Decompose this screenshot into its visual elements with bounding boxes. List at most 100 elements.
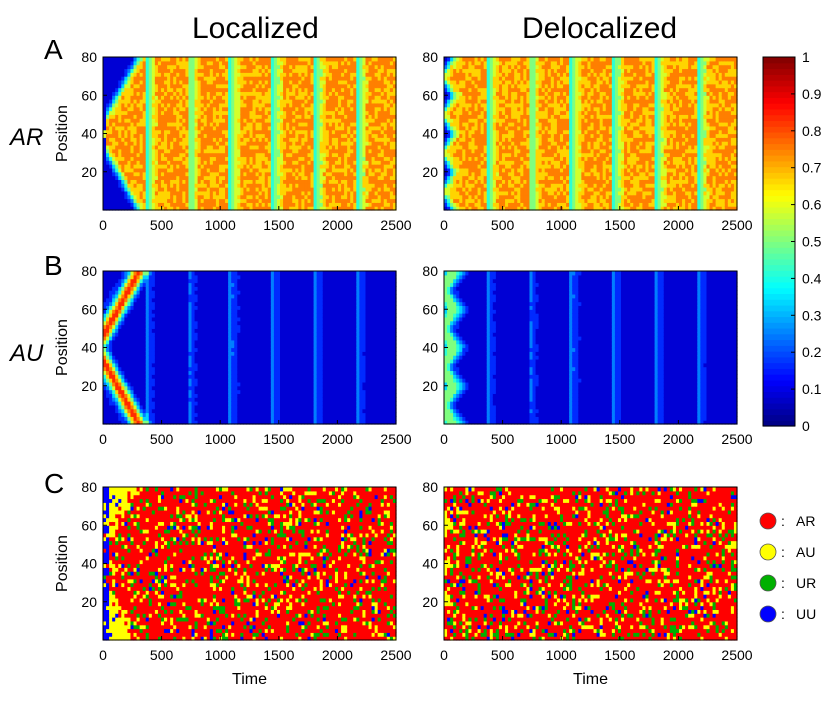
heatmap-cell — [121, 72, 125, 77]
heatmap-cell — [109, 183, 113, 188]
heatmap-cell — [118, 141, 122, 146]
heatmap-cell — [115, 129, 119, 135]
heatmap-cell — [121, 57, 125, 62]
heatmap-cell — [115, 144, 119, 150]
heatmap-cell — [115, 72, 119, 77]
heatmap-cell — [103, 118, 107, 123]
heatmap-cell — [106, 187, 110, 192]
heatmap-cell — [118, 190, 122, 196]
heatmap-cell — [118, 183, 122, 188]
heatmap-cell — [112, 206, 116, 211]
heatmap-cell — [118, 202, 122, 207]
heatmap-cell — [121, 102, 125, 108]
heatmap-cell — [109, 60, 113, 66]
heatmap-cell — [115, 83, 119, 89]
heatmap-cell — [109, 122, 113, 127]
heatmap-cell — [106, 156, 110, 161]
heatmap-cell — [109, 68, 113, 73]
heatmap-cell — [106, 87, 110, 93]
heatmap-cell — [118, 76, 122, 81]
heatmap-cell — [118, 102, 122, 108]
heatmap-cell — [109, 198, 113, 203]
heatmap-cell — [109, 179, 113, 184]
heatmap-cell — [103, 144, 107, 150]
heatmap-cell — [121, 114, 125, 119]
x-tick-label: 2000 — [322, 217, 353, 233]
heatmap-cell — [121, 110, 125, 115]
heatmap-cell — [106, 129, 110, 135]
heatmap-cell — [121, 171, 125, 177]
heatmap-cell — [115, 76, 119, 81]
heatmap-cell — [124, 202, 129, 207]
heatmap-cell — [121, 156, 125, 161]
heatmap-cell — [115, 198, 119, 203]
heatmap-cell — [112, 129, 116, 135]
heatmap-cell — [103, 133, 107, 138]
heatmap-cell — [121, 95, 125, 100]
heatmap-cell — [118, 179, 122, 184]
heatmap-cell — [112, 175, 116, 180]
heatmap-cell — [103, 164, 107, 169]
heatmap-cell — [118, 68, 122, 73]
heatmap-cell — [118, 95, 122, 100]
heatmap-cell — [112, 83, 116, 89]
heatmap-cell — [112, 125, 116, 131]
heatmap-cell — [109, 144, 113, 150]
heatmap-cell — [109, 106, 113, 112]
heatmap-cell — [121, 167, 125, 173]
heatmap-panel-a-localized — [103, 57, 397, 211]
panel-letter-b: B — [44, 250, 63, 282]
x-tick-label: 1500 — [263, 217, 294, 233]
heatmap-cell — [109, 187, 113, 192]
heatmap-cell — [109, 99, 113, 104]
heatmap-cell — [124, 183, 129, 188]
heatmap-cell — [109, 133, 113, 138]
heatmap-cell — [115, 171, 119, 177]
heatmap-cell — [106, 141, 110, 146]
heatmap-cell — [121, 64, 125, 70]
heatmap-cell — [103, 79, 107, 85]
heatmap-cell — [103, 206, 107, 211]
heatmap-cell — [106, 114, 110, 119]
heatmap-cell — [115, 64, 119, 70]
heatmap-cell — [115, 106, 119, 112]
heatmap-cell — [109, 190, 113, 196]
heatmap-cell — [115, 57, 119, 62]
heatmap-cell — [112, 164, 116, 169]
heatmap-cell — [109, 160, 113, 165]
heatmap-cell — [103, 137, 107, 142]
heatmap-cell — [118, 60, 122, 66]
heatmap-cell — [103, 129, 107, 135]
heatmap-cell — [109, 79, 113, 85]
heatmap-cell — [121, 160, 125, 165]
heatmap-cell — [103, 152, 107, 158]
heatmap-cell — [112, 156, 116, 161]
heatmap-cell — [103, 160, 107, 165]
heatmap-cell — [109, 141, 113, 146]
column-title-delocalized: Delocalized — [522, 12, 677, 46]
heatmap-cell — [106, 57, 110, 62]
heatmap-cell — [106, 106, 110, 112]
heatmap-cell — [124, 171, 129, 177]
heatmap-cell — [106, 171, 110, 177]
heatmap-cell — [103, 64, 107, 70]
heatmap-cell — [115, 160, 119, 165]
heatmap-cell — [115, 60, 119, 66]
heatmap-cell — [118, 114, 122, 119]
heatmap-cell — [106, 99, 110, 104]
heatmap-cell — [115, 175, 119, 180]
heatmap-cell — [118, 57, 122, 62]
heatmap-cell — [103, 57, 107, 62]
heatmap-cell — [115, 179, 119, 184]
heatmap-cell — [121, 179, 125, 184]
heatmap-cell — [109, 102, 113, 108]
heatmap-cell — [109, 175, 113, 180]
heatmap-cell — [109, 152, 113, 158]
heatmap-cell — [121, 79, 125, 85]
heatmap-cell — [106, 202, 110, 207]
heatmap-cell — [121, 148, 125, 154]
heatmap-cell — [109, 83, 113, 89]
heatmap-cell — [118, 194, 122, 200]
heatmap-cell — [103, 190, 107, 196]
heatmap-cell — [118, 122, 122, 127]
